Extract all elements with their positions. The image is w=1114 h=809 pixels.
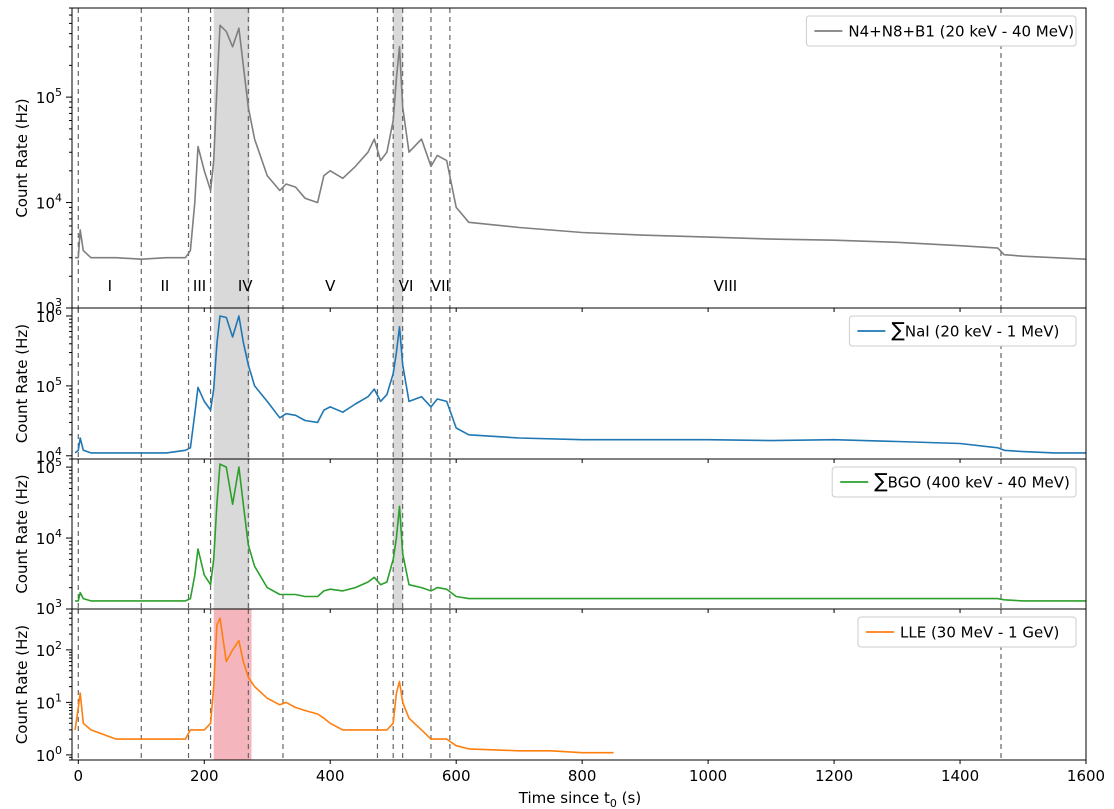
legend-box [831, 466, 1077, 498]
x-tick-label: 1600 [1067, 767, 1105, 785]
y-tick-label: 104 [36, 527, 62, 548]
y-tick-label: 105 [36, 86, 62, 107]
y-axis-label: Count Rate (Hz) [13, 98, 31, 217]
y-tick-label: 103 [36, 296, 62, 317]
shaded-interval-1 [393, 8, 403, 308]
y-tick-label: 102 [36, 639, 62, 660]
shaded-interval-0 [213, 8, 250, 308]
x-tick-label: 1200 [815, 767, 853, 785]
legend-label: N4+N8+B1 (20 keV - 40 MeV) [848, 23, 1074, 41]
shaded-interval-0 [213, 609, 252, 760]
shaded-interval-1 [393, 308, 403, 459]
x-tick-label: 600 [442, 767, 471, 785]
x-tick-label: 800 [568, 767, 597, 785]
y-tick-label: 105 [36, 456, 62, 477]
legend-box [857, 616, 1077, 648]
x-tick-label: 0 [74, 767, 84, 785]
x-tick-label: 200 [190, 767, 219, 785]
y-tick-label: 103 [36, 597, 62, 618]
interval-label-III: III [193, 277, 206, 295]
x-tick-label: 400 [316, 767, 345, 785]
panel-second: 104 105 106 Count Rate (Hz) ∑NaI (20 keV - 1… [13, 305, 1087, 466]
interval-label-VIII: VIII [714, 277, 738, 295]
interval-label-IV: IV [238, 277, 253, 295]
y-tick-label: 104 [36, 445, 62, 466]
interval-label-II: II [160, 277, 169, 295]
panel-frame [71, 608, 1087, 761]
legend-label: ∑BGO (400 keV - 40 MeV) [874, 469, 1070, 493]
shaded-interval-0 [213, 459, 250, 609]
shaded-interval-1 [393, 459, 403, 609]
y-axis-label: Count Rate (Hz) [13, 324, 31, 443]
series-line-top [75, 24, 1087, 261]
interval-label-VII: VII [431, 277, 450, 295]
legend-box [848, 315, 1077, 347]
x-tick-label: 1400 [941, 767, 979, 785]
y-axis-label: Count Rate (Hz) [13, 474, 31, 593]
y-axis-label: Count Rate (Hz) [13, 625, 31, 744]
panel-bottom: 100 101 102 Count Rate (Hz) LLE (30 MeV - 1 … [13, 608, 1087, 765]
series-line-second [74, 315, 1086, 454]
panel-third: 103 104 105 Count Rate (Hz) ∑BGO (400 keV - … [13, 456, 1087, 618]
y-tick-label: 104 [36, 192, 62, 213]
legend-box [805, 15, 1077, 47]
series-line-third [75, 463, 1086, 602]
y-tick-label: 105 [36, 375, 62, 396]
y-tick-label: 101 [36, 691, 62, 712]
legend-label: ∑NaI (20 keV - 1 MeV) [891, 318, 1059, 342]
y-tick-label: 106 [36, 305, 62, 326]
series-line-bottom [74, 617, 614, 754]
interval-label-VI: VI [399, 277, 414, 295]
y-tick-label: 100 [36, 744, 62, 765]
interval-label-V: V [325, 277, 336, 295]
panel-top: 103 104 105 Count Rate (Hz) N4+N8+B1 (20 keV… [13, 7, 1087, 317]
x-axis: 0 200 400 600 800 1000 1200 1400 1600 [74, 767, 1106, 785]
x-axis-label: Time since t0 (s) [518, 789, 641, 809]
interval-label-I: I [108, 277, 112, 295]
legend-label: LLE (30 MeV - 1 GeV) [900, 624, 1059, 642]
x-tick-label: 1000 [689, 767, 727, 785]
